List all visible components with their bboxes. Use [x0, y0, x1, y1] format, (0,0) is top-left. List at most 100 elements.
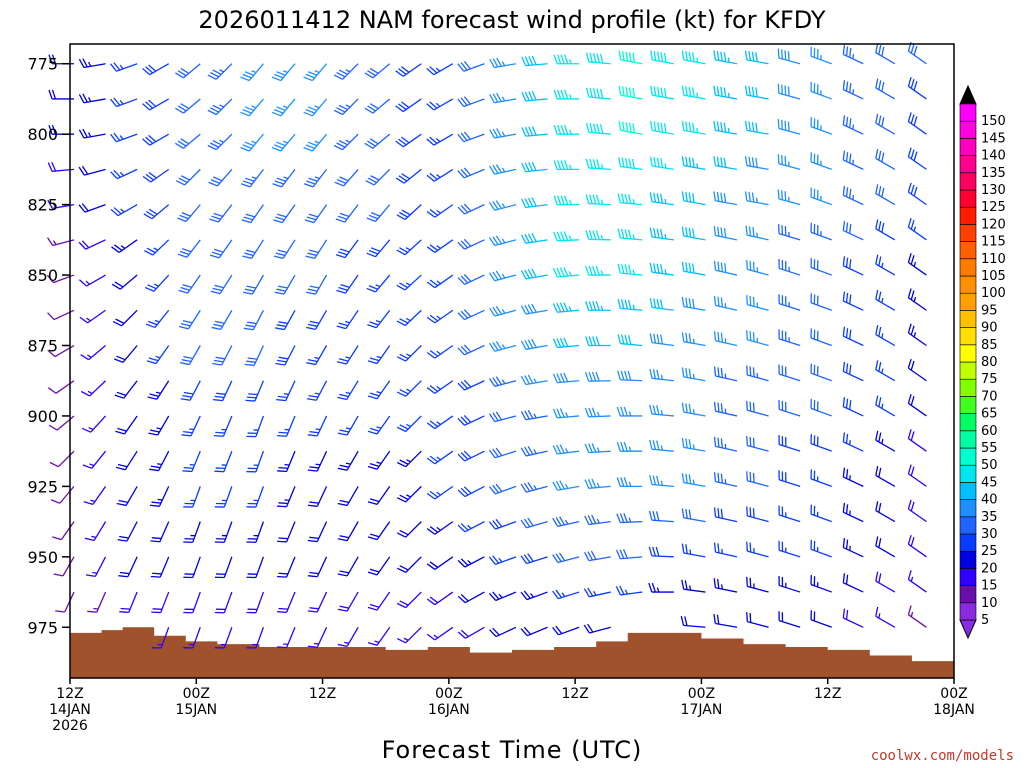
colorbar-top-arrow [959, 84, 977, 105]
wind-barb [395, 98, 422, 113]
wind-barb [842, 502, 864, 523]
wind-barb [585, 194, 611, 206]
wind-barb [585, 230, 611, 241]
wind-barb [457, 521, 485, 533]
wind-barb [648, 510, 674, 523]
wind-barb [648, 546, 674, 558]
wind-barb [584, 371, 611, 382]
wind-barb [713, 296, 738, 311]
wind-barb [875, 325, 896, 347]
wind-barb [336, 345, 359, 365]
wind-barb [616, 441, 643, 452]
wind-barb [681, 579, 706, 593]
wind-barb [778, 329, 801, 347]
wind-barb [243, 309, 265, 331]
wind-barb [240, 133, 264, 152]
colorbar-swatch [959, 155, 977, 174]
wind-barb [82, 450, 107, 469]
wind-barb [214, 450, 233, 473]
wind-barb [111, 239, 138, 253]
chart-title: 2026011412 NAM forecast wind profile (kt… [198, 6, 826, 34]
wind-barb [521, 126, 548, 137]
wind-barb [778, 540, 801, 558]
wind-barb [810, 187, 832, 206]
colorbar-label: 105 [981, 269, 1006, 284]
wind-barb [616, 549, 643, 560]
wind-barb [777, 48, 801, 65]
x-tick-label: 12Z [814, 686, 841, 702]
wind-barb [649, 439, 674, 452]
wind-barb [333, 63, 359, 80]
wind-barb [810, 469, 832, 488]
wind-barb [426, 309, 454, 324]
colorbar-label: 30 [981, 527, 998, 542]
wind-barb [457, 131, 485, 143]
wind-barb [119, 591, 138, 614]
wind-barb [457, 238, 485, 250]
wind-barb [713, 156, 738, 171]
wind-barb [426, 168, 454, 182]
colorbar-swatch [959, 310, 977, 328]
wind-barb [457, 450, 485, 462]
wind-barb [681, 508, 706, 523]
wind-barb [240, 63, 264, 82]
wind-barb [367, 486, 391, 506]
wind-barb [367, 591, 391, 611]
wind-barb [457, 61, 485, 72]
colorbar-swatch [959, 550, 977, 569]
wind-barb [520, 232, 548, 244]
wind-barb [552, 516, 580, 528]
wind-barb [277, 486, 296, 508]
wind-barb [744, 191, 769, 206]
wind-barb [426, 591, 454, 606]
wind-barb [426, 450, 454, 465]
colorbar-label: 60 [981, 424, 998, 439]
x-tick-label: 17JAN [681, 702, 723, 718]
wind-barb [48, 415, 75, 431]
wind-barb [55, 591, 75, 613]
colorbar-swatch [959, 482, 977, 500]
wind-barb [585, 301, 611, 311]
wind-barb [149, 450, 170, 472]
wind-barb [81, 415, 107, 433]
wind-barb [426, 521, 454, 535]
wind-barb [213, 415, 233, 437]
wind-barb [364, 133, 391, 149]
wind-barb [367, 345, 391, 365]
wind-barb [305, 239, 328, 260]
wind-barb [307, 450, 328, 472]
wind-barb [142, 63, 170, 76]
wind-barb [489, 92, 517, 104]
wind-barb [618, 85, 643, 100]
wind-barb [746, 365, 769, 382]
wind-barb [713, 260, 738, 276]
wind-barb [713, 578, 738, 593]
wind-barb [649, 227, 674, 241]
y-tick-label: 950 [27, 548, 58, 567]
wind-barb [85, 556, 107, 577]
wind-barb [488, 376, 517, 388]
x-tick-label: 00Z [435, 686, 462, 702]
wind-barb [276, 380, 296, 402]
wind-barb [777, 189, 801, 206]
x-tick-label: 12Z [309, 686, 336, 702]
wind-barb [650, 120, 674, 135]
wind-barb [214, 556, 233, 579]
x-tick-label: 15JAN [175, 702, 217, 718]
colorbar-swatch [959, 292, 977, 311]
wind-barb [110, 97, 138, 108]
wind-barb [275, 345, 296, 366]
wind-barb [810, 575, 832, 593]
wind-barb [114, 380, 138, 399]
wind-barb [175, 133, 201, 149]
wind-barb [488, 555, 517, 565]
wind-barb [810, 363, 832, 382]
wind-barb [337, 556, 359, 577]
colorbar-swatch [959, 396, 977, 414]
wind-barb [552, 625, 580, 636]
wind-barb [553, 195, 580, 206]
colorbar-swatch [959, 378, 977, 397]
wind-barb [151, 627, 170, 649]
wind-barb [241, 204, 264, 224]
